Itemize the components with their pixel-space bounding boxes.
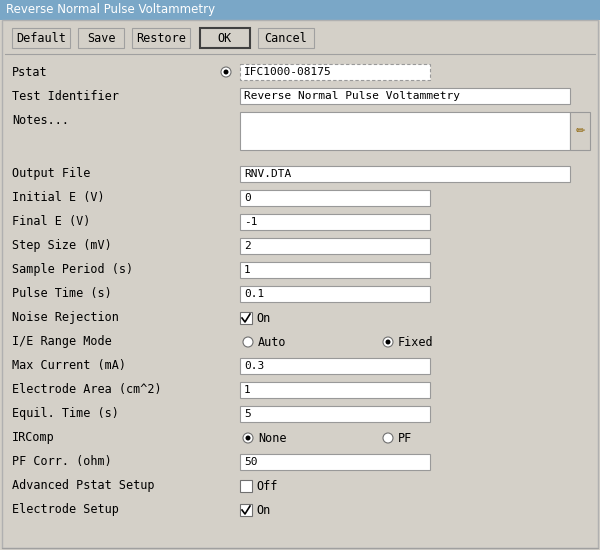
Text: 1: 1 <box>244 265 251 275</box>
Text: 0.1: 0.1 <box>244 289 264 299</box>
FancyBboxPatch shape <box>240 112 570 150</box>
Text: 1: 1 <box>244 385 251 395</box>
Text: Noise Rejection: Noise Rejection <box>12 311 119 324</box>
Text: Reverse Normal Pulse Voltammetry: Reverse Normal Pulse Voltammetry <box>6 3 215 16</box>
Text: On: On <box>256 311 270 324</box>
Text: Electrode Setup: Electrode Setup <box>12 503 119 516</box>
Circle shape <box>245 436 251 441</box>
Text: Step Size (mV): Step Size (mV) <box>12 239 112 252</box>
Text: IFC1000-08175: IFC1000-08175 <box>244 67 332 77</box>
Circle shape <box>386 339 391 344</box>
Text: Final E (V): Final E (V) <box>12 216 91 228</box>
FancyBboxPatch shape <box>240 312 252 324</box>
Text: Sample Period (s): Sample Period (s) <box>12 263 133 277</box>
Text: Off: Off <box>256 480 277 492</box>
Text: Max Current (mA): Max Current (mA) <box>12 360 126 372</box>
FancyBboxPatch shape <box>240 64 430 80</box>
Text: Reverse Normal Pulse Voltammetry: Reverse Normal Pulse Voltammetry <box>244 91 460 101</box>
Text: 0.3: 0.3 <box>244 361 264 371</box>
FancyBboxPatch shape <box>240 286 430 302</box>
FancyBboxPatch shape <box>258 28 314 48</box>
Text: On: On <box>256 503 270 516</box>
FancyBboxPatch shape <box>132 28 190 48</box>
Circle shape <box>221 67 231 77</box>
FancyBboxPatch shape <box>240 504 252 516</box>
Text: Equil. Time (s): Equil. Time (s) <box>12 408 119 421</box>
FancyBboxPatch shape <box>240 454 430 470</box>
FancyBboxPatch shape <box>240 190 430 206</box>
FancyBboxPatch shape <box>2 20 598 548</box>
Text: Save: Save <box>87 31 115 45</box>
FancyBboxPatch shape <box>240 166 570 182</box>
Text: -1: -1 <box>244 217 257 227</box>
Text: IRComp: IRComp <box>12 432 55 444</box>
Circle shape <box>243 433 253 443</box>
Circle shape <box>243 337 253 347</box>
Text: Output File: Output File <box>12 168 91 180</box>
Text: Fixed: Fixed <box>398 336 434 349</box>
Text: Pulse Time (s): Pulse Time (s) <box>12 288 112 300</box>
FancyBboxPatch shape <box>570 112 590 150</box>
Text: PF Corr. (ohm): PF Corr. (ohm) <box>12 455 112 469</box>
Circle shape <box>383 337 393 347</box>
Text: 0: 0 <box>244 193 251 203</box>
Text: OK: OK <box>218 31 232 45</box>
Text: 50: 50 <box>244 457 257 467</box>
Text: ✏: ✏ <box>575 126 584 136</box>
FancyBboxPatch shape <box>240 262 430 278</box>
FancyBboxPatch shape <box>240 358 430 374</box>
Text: Advanced Pstat Setup: Advanced Pstat Setup <box>12 480 155 492</box>
Text: Restore: Restore <box>136 31 186 45</box>
Circle shape <box>223 69 229 74</box>
Text: 2: 2 <box>244 241 251 251</box>
FancyBboxPatch shape <box>12 28 70 48</box>
Circle shape <box>383 433 393 443</box>
FancyBboxPatch shape <box>200 28 250 48</box>
Text: 5: 5 <box>244 409 251 419</box>
Text: Test Identifier: Test Identifier <box>12 90 119 102</box>
FancyBboxPatch shape <box>240 238 430 254</box>
Text: Auto: Auto <box>258 336 287 349</box>
Text: Electrode Area (cm^2): Electrode Area (cm^2) <box>12 383 161 397</box>
Text: Pstat: Pstat <box>12 65 47 79</box>
FancyBboxPatch shape <box>240 406 430 422</box>
FancyBboxPatch shape <box>78 28 124 48</box>
Text: Default: Default <box>16 31 66 45</box>
FancyBboxPatch shape <box>240 88 570 104</box>
Text: RNV.DTA: RNV.DTA <box>244 169 291 179</box>
FancyBboxPatch shape <box>240 214 430 230</box>
Text: Initial E (V): Initial E (V) <box>12 191 104 205</box>
Text: Notes...: Notes... <box>12 113 69 127</box>
FancyBboxPatch shape <box>240 382 430 398</box>
FancyBboxPatch shape <box>240 480 252 492</box>
Text: Cancel: Cancel <box>265 31 307 45</box>
Text: None: None <box>258 432 287 444</box>
Text: I/E Range Mode: I/E Range Mode <box>12 336 112 349</box>
Text: PF: PF <box>398 432 412 444</box>
FancyBboxPatch shape <box>0 0 600 20</box>
